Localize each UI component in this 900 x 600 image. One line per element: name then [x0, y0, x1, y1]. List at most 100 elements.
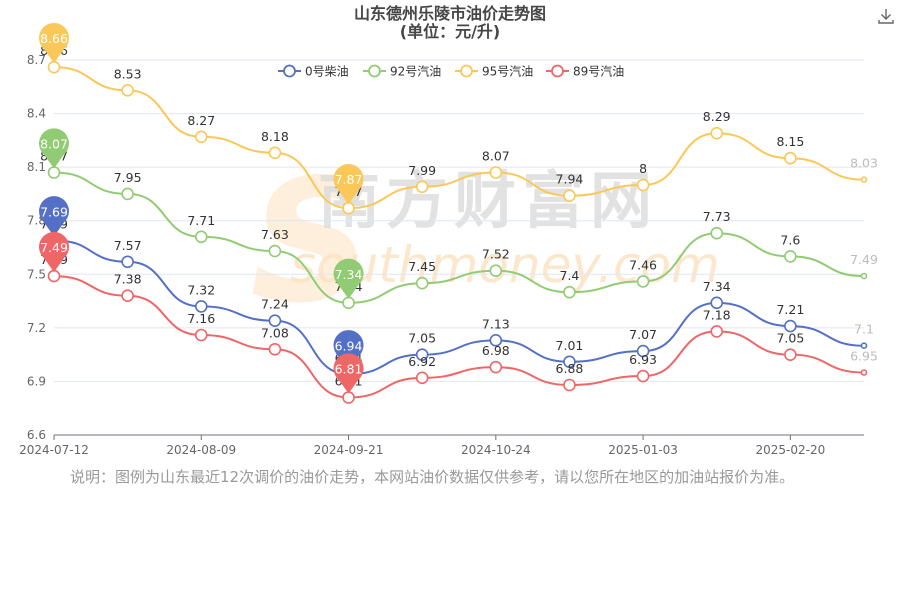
series-point-2-7 [563, 189, 576, 203]
marker-pin-label-0-4: 6.94 [335, 338, 363, 353]
data-label-3-2: 7.16 [187, 311, 215, 326]
data-label-1-8: 7.46 [629, 257, 657, 272]
marker-pin-1-0 [39, 128, 69, 169]
series-point-0-11 [860, 342, 868, 350]
marker-pin-0-4 [333, 330, 364, 371]
data-label-1-6: 7.52 [482, 247, 510, 262]
series-point-3-0 [47, 269, 61, 283]
data-label-2-8: 8 [639, 161, 647, 176]
data-label-3-6: 6.98 [482, 343, 510, 358]
series-point-1-8 [636, 275, 650, 288]
data-label-1-7: 7.4 [560, 268, 580, 283]
data-label-3-11: 6.95 [850, 349, 878, 364]
series-point-1-2 [194, 230, 208, 244]
data-label-3-9: 7.18 [703, 307, 731, 322]
series-line-0 [53, 239, 865, 376]
data-label-1-5: 7.45 [408, 259, 436, 274]
series-point-2-3 [268, 146, 282, 160]
y-tick-label: 7.2 [27, 321, 46, 335]
data-label-2-2: 8.27 [187, 113, 215, 128]
data-label-0-5: 7.05 [408, 331, 436, 346]
series-point-3-9 [710, 325, 724, 338]
series-point-2-6 [489, 166, 503, 179]
marker-pin-2-4 [333, 164, 364, 205]
legend-item-1[interactable]: 92号汽油 [363, 64, 441, 79]
legend-label: 95号汽油 [482, 64, 533, 79]
series-point-3-4 [342, 391, 355, 404]
series-point-2-10 [784, 151, 797, 165]
y-tick-label: 6.9 [27, 374, 46, 388]
data-label-2-1: 8.53 [114, 66, 142, 81]
marker-pin-label-3-0: 7.49 [40, 240, 68, 255]
series-point-2-1 [121, 84, 134, 97]
chart-title: 山东德州乐陵市油价走势图 [354, 4, 546, 23]
data-label-1-1: 7.95 [114, 170, 142, 185]
legend-item-3[interactable]: 89号汽油 [546, 64, 624, 79]
series-point-2-5 [415, 180, 429, 194]
data-label-1-2: 7.71 [187, 213, 215, 228]
legend-label: 92号汽油 [390, 64, 441, 79]
data-label-0-2: 7.32 [187, 282, 215, 297]
series-line-3 [53, 275, 865, 399]
y-tick-label: 8.1 [27, 160, 46, 174]
series-point-3-6 [489, 360, 503, 374]
data-label-0-9: 7.34 [703, 279, 731, 294]
series-point-1-6 [489, 264, 503, 278]
legend-swatch-marker [551, 64, 564, 78]
legend[interactable]: 0号柴油 92号汽油 95号汽油 89号汽油 [278, 64, 624, 79]
x-tick-label: 2024-08-09 [166, 443, 236, 457]
series-point-0-2 [194, 300, 208, 313]
legend-item-2[interactable]: 95号汽油 [455, 64, 533, 79]
series-point-3-1 [121, 289, 134, 303]
data-label-0-10: 7.21 [776, 302, 804, 317]
data-label-1-10: 7.6 [780, 232, 800, 247]
legend-item-0[interactable]: 0号柴油 [278, 65, 349, 79]
series-point-3-2 [194, 328, 208, 342]
series [47, 60, 868, 404]
marker-pin-label-0-0: 7.69 [40, 204, 68, 219]
data-label-0-1: 7.57 [114, 238, 142, 253]
series-point-3-8 [636, 369, 650, 383]
series-point-3-3 [268, 342, 282, 356]
data-label-2-7: 7.94 [556, 172, 584, 187]
data-label-3-7: 6.88 [556, 361, 584, 376]
data-label-2-3: 8.18 [261, 129, 289, 144]
data-label-1-3: 7.63 [261, 227, 289, 242]
series-point-1-7 [563, 285, 576, 299]
marker-pin-3-0 [39, 231, 69, 273]
legend-swatch-marker [460, 64, 473, 78]
series-point-2-11 [860, 176, 868, 183]
x-tick-label: 2024-09-21 [314, 443, 384, 457]
data-label-2-5: 7.99 [408, 163, 436, 178]
marker-pin-label-1-0: 8.07 [40, 137, 68, 152]
series-point-3-11 [860, 369, 868, 376]
marker-pins: 7.69 6.94 8.07 7.34 8.66 7.87 7.49 6.81 [39, 22, 364, 394]
x-tick-label: 2024-10-24 [461, 443, 531, 457]
series-point-1-9 [710, 226, 724, 240]
y-tick-label: 8.7 [27, 53, 46, 67]
series-point-0-7 [563, 355, 576, 369]
data-label-1-9: 7.73 [703, 209, 731, 224]
download-button[interactable] [876, 6, 896, 26]
series-point-2-0 [47, 60, 61, 74]
x-tick-label: 2025-02-20 [755, 443, 825, 457]
y-tick-label: 8.4 [27, 107, 46, 121]
y-tick-label: 6.6 [27, 428, 46, 442]
series-point-0-10 [784, 319, 797, 333]
series-line-1 [53, 171, 865, 304]
data-label-0-11: 7.1 [854, 322, 874, 337]
data-label-2-10: 8.15 [776, 134, 804, 149]
y-tick-label: 7.5 [27, 267, 46, 281]
data-label-0-8: 7.07 [629, 327, 657, 342]
data-label-2-9: 8.29 [703, 109, 731, 124]
marker-pin-label-3-4: 6.81 [335, 362, 363, 377]
series-point-2-8 [636, 178, 650, 192]
marker-pin-3-4 [333, 353, 364, 394]
series-point-1-10 [784, 250, 797, 263]
series-point-0-8 [636, 344, 650, 358]
series-point-3-10 [784, 348, 797, 361]
legend-label: 0号柴油 [305, 65, 349, 79]
data-label-3-10: 7.05 [776, 331, 804, 346]
grid [54, 59, 864, 382]
